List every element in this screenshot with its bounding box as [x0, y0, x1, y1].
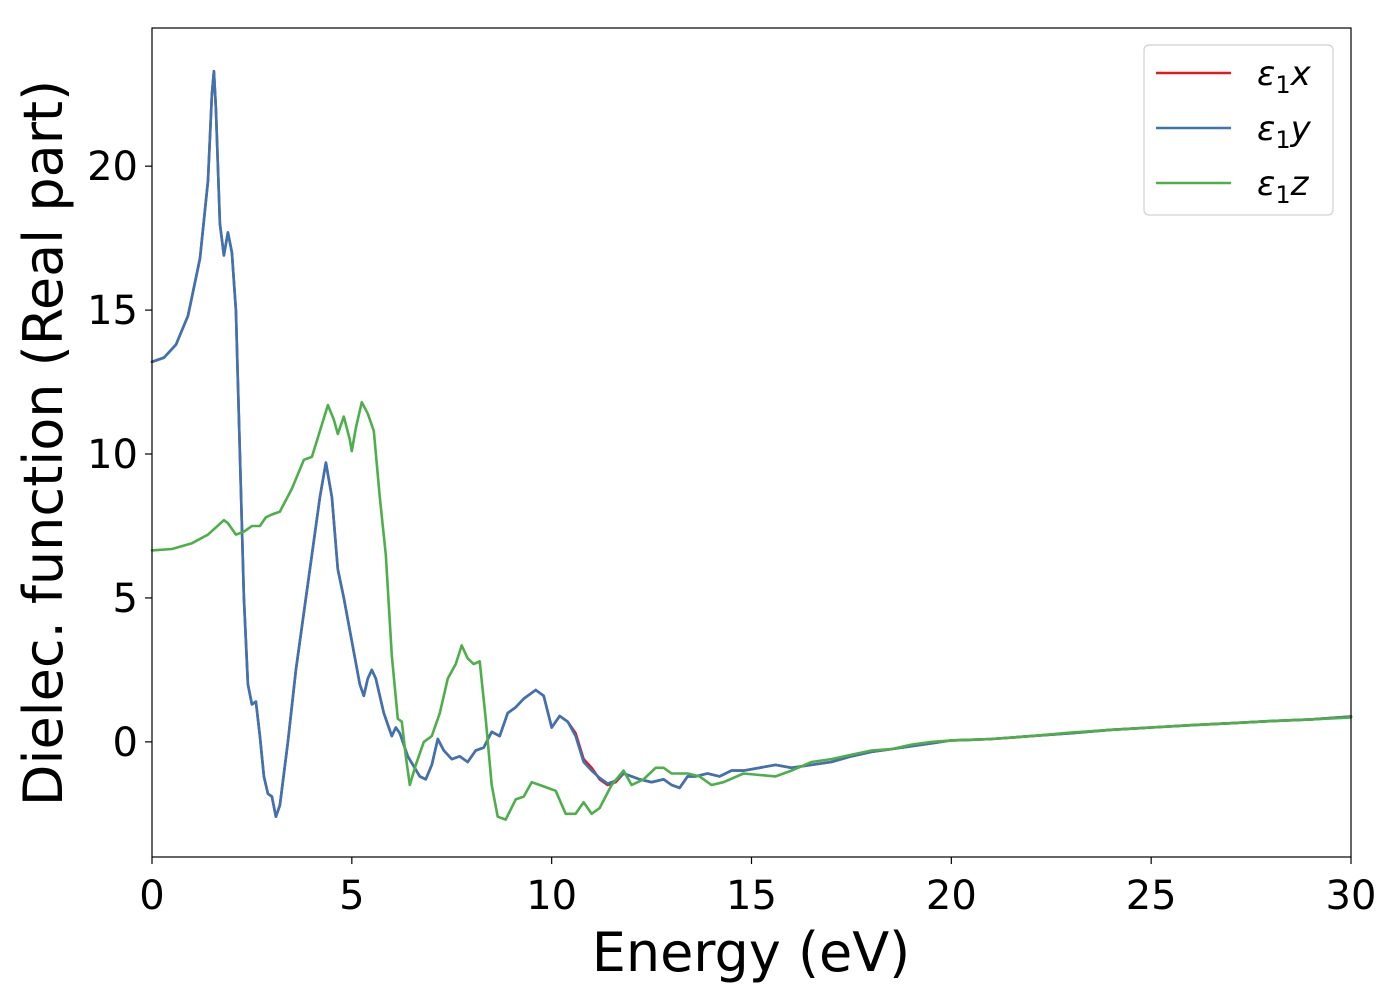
y-tick-label: 10 — [87, 432, 138, 478]
x-axis: 0 5 10 15 20 25 30 — [139, 857, 1376, 919]
x-tick-label: 20 — [926, 873, 977, 919]
x-tick-label: 0 — [139, 873, 164, 919]
x-tick-label: 15 — [726, 873, 777, 919]
x-tick-label: 25 — [1126, 873, 1177, 919]
y-axis: 0 5 10 15 20 — [87, 144, 152, 766]
legend-label-2: ε1z — [1257, 164, 1310, 209]
legend: ε1x ε1y ε1z — [1143, 44, 1334, 216]
y-tick-label: 15 — [87, 288, 138, 334]
series-layer — [150, 69, 1353, 821]
legend-label-1: ε1y — [1257, 109, 1312, 154]
legend-label-0: ε1x — [1257, 54, 1312, 99]
series-line-2 — [150, 400, 1353, 821]
y-tick-label: 5 — [113, 576, 138, 622]
y-tick-label: 20 — [87, 144, 138, 190]
x-tick-label: 5 — [339, 873, 364, 919]
x-axis-label: Energy (eV) — [592, 921, 911, 984]
y-tick-label: 0 — [113, 720, 138, 766]
series-line-1 — [150, 69, 1353, 818]
y-axis-label: Dielec. function (Real part) — [12, 80, 75, 806]
x-tick-label: 10 — [526, 873, 577, 919]
legend-box — [1143, 44, 1334, 216]
x-tick-label: 30 — [1326, 873, 1377, 919]
